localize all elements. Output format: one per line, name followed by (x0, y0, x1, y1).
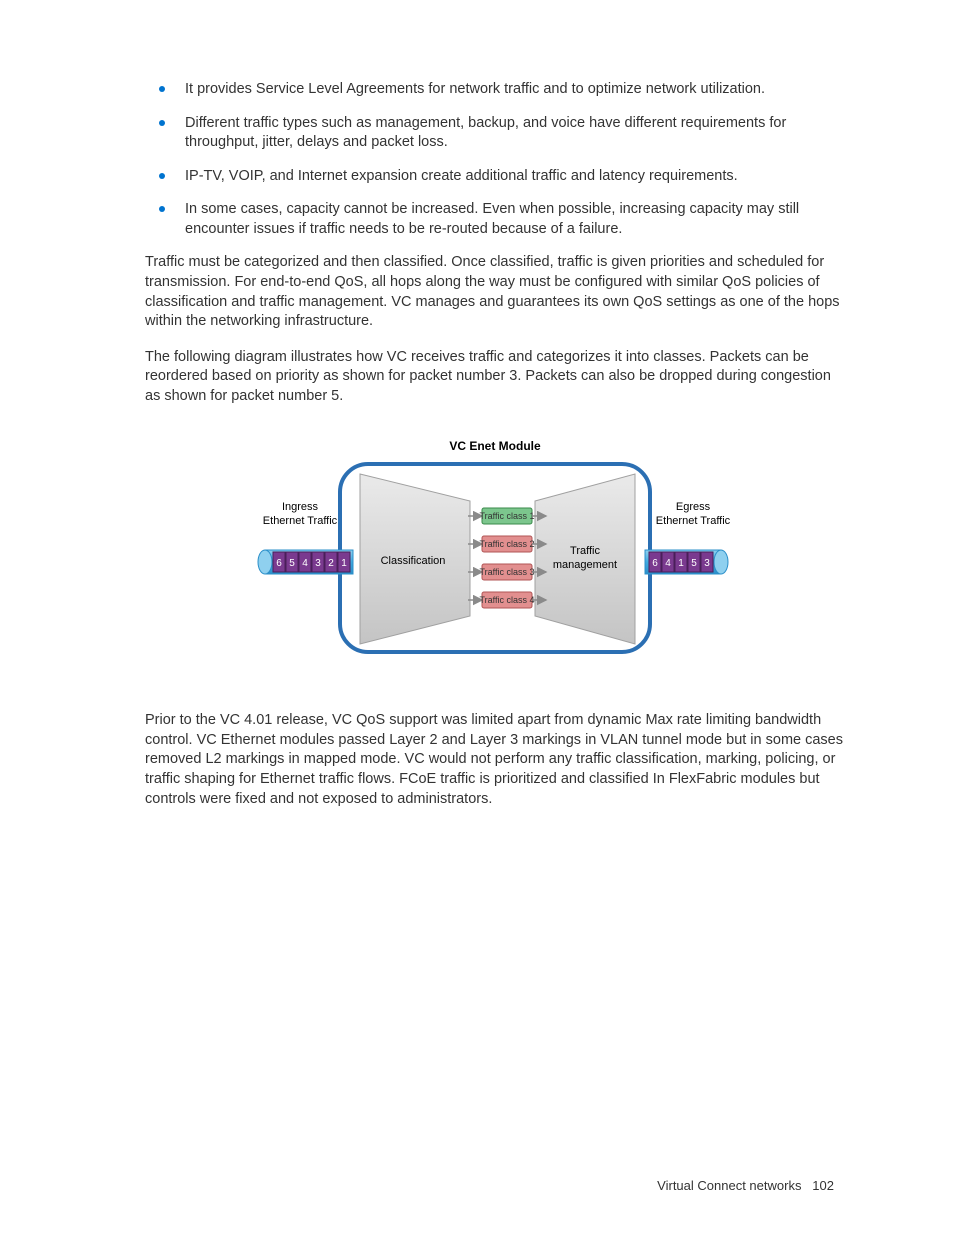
page-footer: Virtual Connect networks 102 (657, 1178, 834, 1193)
traffic-class-1-label: Traffic class 1 (479, 511, 534, 521)
bullet-text: Different traffic types such as manageme… (185, 115, 786, 151)
ingress-packet: 2 (328, 558, 334, 569)
egress-packet: 1 (678, 558, 684, 569)
ingress-packet: 4 (302, 558, 308, 569)
qos-diagram: VC Enet Module Classification Traffic ma… (245, 436, 745, 671)
diagram-svg: VC Enet Module Classification Traffic ma… (245, 436, 745, 666)
footer-section: Virtual Connect networks (657, 1178, 801, 1193)
traffic-class-2-label: Traffic class 2 (479, 539, 534, 549)
paragraph-1: Traffic must be categorized and then cla… (145, 253, 844, 331)
bullet-text: IP-TV, VOIP, and Internet expansion crea… (185, 168, 738, 184)
bullet-dot (159, 173, 165, 179)
paragraph-3: Prior to the VC 4.01 release, VC QoS sup… (145, 711, 844, 809)
ingress-label-2: Ethernet Traffic (262, 515, 337, 527)
paragraph-2: The following diagram illustrates how VC… (145, 348, 844, 407)
ingress-packet: 5 (289, 558, 295, 569)
page: It provides Service Level Agreements for… (0, 0, 954, 1235)
ingress-packet: 3 (315, 558, 321, 569)
traffic-mgmt-label-1: Traffic (570, 545, 600, 557)
egress-packet: 3 (704, 558, 710, 569)
ingress-packets: 6 5 4 3 2 1 (273, 552, 350, 572)
egress-packet: 5 (691, 558, 697, 569)
bullet-text: In some cases, capacity cannot be increa… (185, 201, 799, 237)
classification-label: Classification (380, 555, 445, 567)
bullet-dot (159, 86, 165, 92)
ingress-packet: 6 (276, 558, 282, 569)
bullet-text: It provides Service Level Agreements for… (185, 81, 765, 97)
egress-packet: 4 (665, 558, 671, 569)
footer-page: 102 (812, 1178, 834, 1193)
bullet-dot (159, 206, 165, 212)
bullet-item: Different traffic types such as manageme… (145, 114, 844, 153)
bullet-item: In some cases, capacity cannot be increa… (145, 200, 844, 239)
traffic-class-4-label: Traffic class 4 (479, 595, 534, 605)
ingress-label-1: Ingress (281, 501, 318, 513)
bullet-list: It provides Service Level Agreements for… (145, 80, 844, 239)
bullet-dot (159, 120, 165, 126)
egress-label-2: Ethernet Traffic (655, 515, 730, 527)
traffic-mgmt-label-2: management (552, 559, 616, 571)
diagram-title: VC Enet Module (449, 439, 541, 453)
egress-packet: 6 (652, 558, 658, 569)
ingress-packet: 1 (341, 558, 347, 569)
traffic-class-3-label: Traffic class 3 (479, 567, 534, 577)
egress-label-1: Egress (675, 501, 710, 513)
bullet-item: It provides Service Level Agreements for… (145, 80, 844, 100)
egress-packets: 6 4 1 5 3 (649, 552, 713, 572)
bullet-item: IP-TV, VOIP, and Internet expansion crea… (145, 167, 844, 187)
